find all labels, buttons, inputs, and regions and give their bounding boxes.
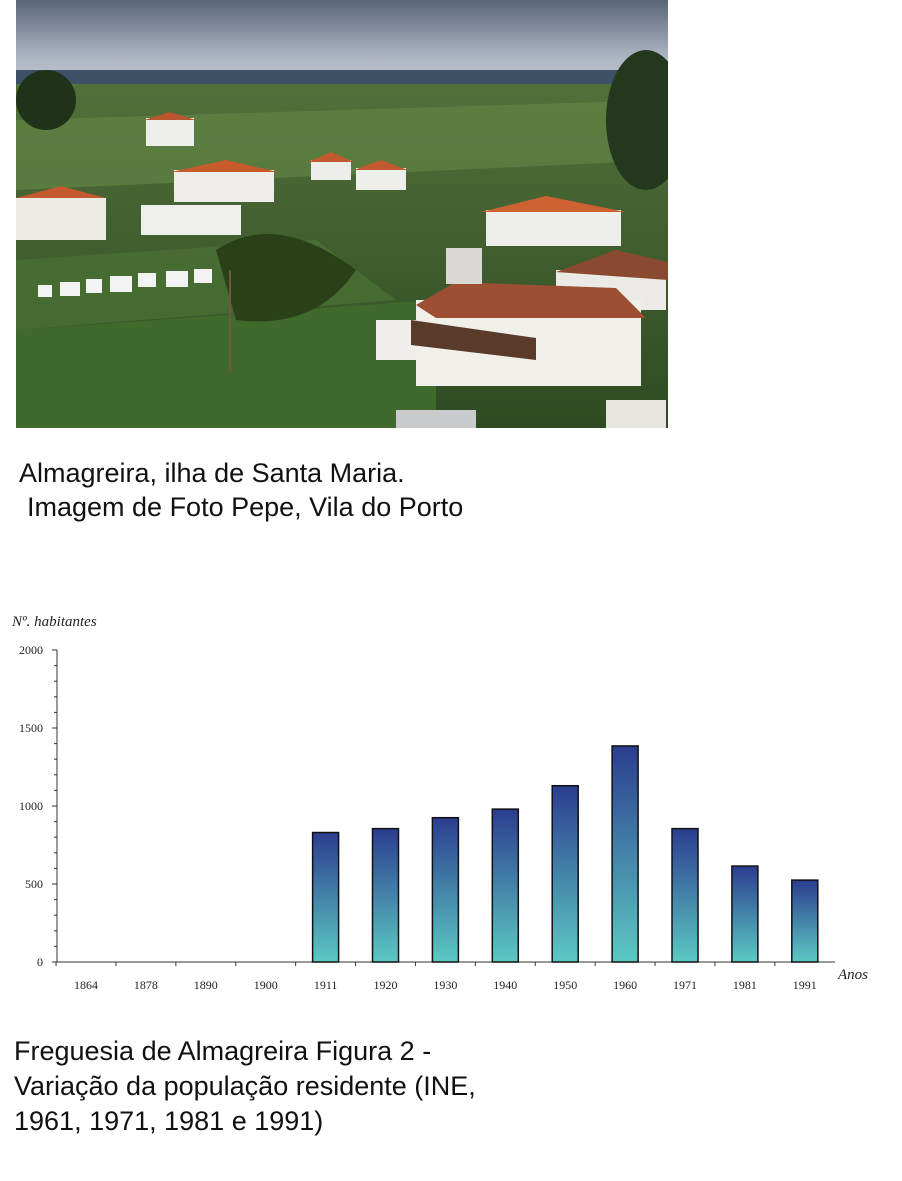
bar-series [311, 745, 819, 963]
x-axis: 1864 1878 1890 1900 1911 1920 1930 1940 1950 1960… [55, 961, 835, 992]
bar-1991 [791, 879, 819, 963]
photo-caption-line-1: Almagreira, ilha de Santa Maria. [19, 458, 405, 488]
bar-1930 [431, 816, 460, 963]
bar-1940 [491, 808, 520, 963]
x-tick-label: 1890 [194, 978, 218, 992]
bar-1950 [551, 784, 579, 963]
population-bar-chart: Nº. habitantes Anos 0 500 1000 1500 2000 186… [0, 600, 902, 1020]
x-tick-label: 1930 [433, 978, 457, 992]
x-tick-label: 1960 [613, 978, 637, 992]
y-tick-label: 1500 [19, 721, 43, 735]
figure-caption-line-3: 1961, 1971, 1981 e 1991) [14, 1106, 324, 1136]
x-tick-label: 1940 [493, 978, 517, 992]
x-tick-label: 1950 [553, 978, 577, 992]
x-tick-label: 1911 [314, 978, 338, 992]
bar-1971 [671, 827, 699, 963]
bar-1911 [311, 831, 340, 963]
landscape-photo-image [16, 0, 668, 428]
x-tick-label: 1878 [134, 978, 158, 992]
bar-1981 [731, 865, 759, 963]
x-tick-label: 1920 [374, 978, 398, 992]
x-tick-label: 1981 [733, 978, 757, 992]
y-tick-label: 500 [25, 877, 43, 891]
y-axis-label: Nº. habitantes [11, 614, 97, 630]
bar-1920 [371, 827, 400, 963]
figure-caption-line-1: Freguesia de Almagreira Figura 2 - [14, 1036, 432, 1066]
x-axis-label: Anos [837, 967, 868, 983]
y-axis: 0 500 1000 1500 2000 [19, 643, 58, 969]
landscape-photo [16, 0, 668, 428]
x-tick-label: 1991 [793, 978, 817, 992]
x-tick-label: 1864 [74, 978, 98, 992]
y-tick-label: 1000 [19, 799, 43, 813]
x-tick-label: 1900 [254, 978, 278, 992]
bar-1960 [611, 745, 639, 963]
x-tick-label: 1971 [673, 978, 697, 992]
figure-caption: Freguesia de Almagreira Figura 2 - Varia… [14, 1034, 476, 1139]
photo-caption-line-2: Imagem de Foto Pepe, Vila do Porto [27, 492, 464, 522]
y-tick-label: 0 [37, 955, 43, 969]
y-tick-label: 2000 [19, 643, 43, 657]
figure-caption-line-2: Variação da população residente (INE, [14, 1071, 476, 1101]
chart-canvas: Nº. habitantes Anos 0 500 1000 1500 2000 186… [11, 614, 868, 992]
